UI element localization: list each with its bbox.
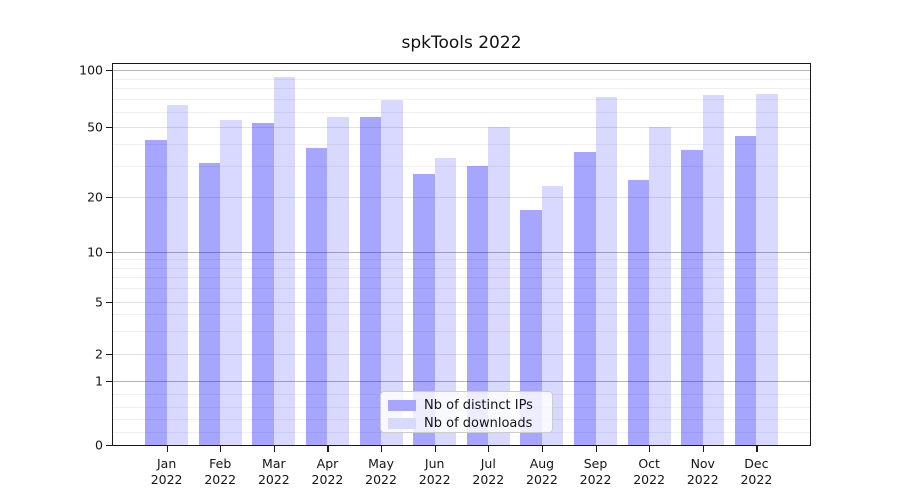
gridline-minor (113, 165, 810, 167)
bar-distinct-ips-may (359, 117, 382, 445)
y-tick-label: 2 (95, 346, 103, 362)
gridline-2 (113, 354, 810, 355)
legend-swatch-distinct-ips (388, 399, 416, 411)
x-tick-mark (166, 446, 168, 452)
legend-row-distinct-ips: Nb of distinct IPs (381, 397, 552, 413)
legend: Nb of distinct IPs Nb of downloads (380, 391, 553, 433)
y-tick-mark (106, 354, 112, 356)
y-tick-label: 10 (87, 244, 103, 259)
x-tick-label-jan: Jan 2022 (150, 456, 183, 487)
y-tick-mark (106, 445, 112, 447)
bar-distinct-ips-mar (252, 123, 274, 445)
gridline-1 (113, 381, 810, 382)
y-tick-label: 50 (87, 119, 103, 135)
gridline-50 (113, 126, 810, 128)
gridline-20 (113, 196, 810, 198)
x-tick-label-dec: Dec 2022 (740, 456, 773, 487)
x-tick-label-sep: Sep 2022 (579, 456, 612, 487)
x-tick-label-mar: Mar 2022 (257, 456, 290, 487)
bar-distinct-ips-sep (574, 151, 596, 445)
bar-distinct-ips-jun (413, 173, 435, 445)
gridline-minor (113, 111, 810, 113)
bar-downloads-jul (488, 126, 510, 445)
bar-downloads-apr (327, 117, 349, 445)
gridline-minor (113, 99, 810, 101)
bar-downloads-may (381, 100, 403, 445)
x-tick-label-jul: Jul 2022 (472, 456, 505, 487)
gridline-minor (113, 277, 810, 279)
gridline-10 (113, 251, 810, 253)
chart-title: spkTools 2022 (401, 33, 522, 53)
legend-row-downloads: Nb of downloads (381, 415, 552, 431)
bar-distinct-ips-jan (145, 140, 167, 445)
gridline-minor (113, 288, 810, 290)
y-tick-label: 100 (79, 62, 103, 78)
bar-distinct-ips-aug (520, 209, 542, 445)
gridline-5 (113, 301, 810, 303)
x-tick-label-jun: Jun 2022 (418, 456, 451, 487)
x-tick-label-apr: Apr 2022 (311, 456, 344, 487)
gridline-100 (113, 70, 810, 71)
bar-distinct-ips-jul (466, 165, 489, 445)
bar-distinct-ips-nov (681, 149, 703, 445)
legend-label-distinct-ips: Nb of distinct IPs (424, 397, 533, 413)
bar-downloads-jun (434, 158, 457, 445)
gridline-minor (113, 78, 810, 80)
bar-downloads-mar (273, 76, 296, 445)
y-tick-mark (106, 381, 112, 383)
y-tick-label: 20 (87, 189, 103, 205)
bar-downloads-nov (702, 94, 725, 445)
bar-distinct-ips-dec (734, 136, 757, 445)
legend-swatch-downloads (388, 417, 416, 429)
y-tick-label: 5 (95, 294, 103, 309)
bar-distinct-ips-feb (198, 163, 221, 445)
x-tick-mark (327, 446, 329, 452)
gridline-minor (113, 88, 810, 90)
bar-downloads-jan (166, 105, 189, 445)
y-tick-mark (106, 301, 112, 303)
y-tick-label: 1 (95, 373, 103, 389)
y-tick-mark (106, 126, 112, 128)
gridline-minor (113, 143, 810, 145)
x-tick-label-aug: Aug 2022 (526, 456, 558, 487)
y-tick-label: 0 (95, 437, 103, 453)
gridline-minor (113, 314, 810, 316)
x-tick-mark (220, 446, 222, 452)
gridline-minor (113, 259, 810, 261)
gridline-minor (113, 330, 810, 332)
x-tick-mark (273, 446, 276, 452)
x-tick-mark (381, 446, 383, 452)
x-tick-label-oct: Oct 2022 (633, 456, 666, 487)
bar-distinct-ips-apr (306, 147, 328, 445)
bar-downloads-sep (595, 96, 617, 445)
gridline-minor (113, 267, 810, 269)
bar-downloads-feb (220, 120, 242, 445)
x-tick-label-may: May 2022 (365, 456, 397, 487)
x-tick-mark (541, 446, 544, 452)
bar-distinct-ips-oct (627, 179, 650, 445)
x-tick-mark (756, 446, 758, 452)
x-tick-mark (488, 446, 490, 452)
y-tick-mark (106, 251, 112, 253)
y-tick-mark (106, 196, 112, 198)
x-tick-label-nov: Nov 2022 (686, 456, 719, 487)
x-tick-mark (595, 446, 597, 452)
bar-downloads-dec (756, 93, 778, 445)
bar-downloads-aug (541, 186, 564, 445)
x-tick-mark (434, 446, 436, 452)
x-tick-label-feb: Feb 2022 (204, 456, 237, 487)
x-tick-mark (649, 446, 651, 452)
legend-label-downloads: Nb of downloads (424, 415, 533, 431)
x-tick-mark (702, 446, 704, 452)
y-tick-mark (106, 70, 112, 72)
bar-downloads-oct (649, 126, 671, 445)
